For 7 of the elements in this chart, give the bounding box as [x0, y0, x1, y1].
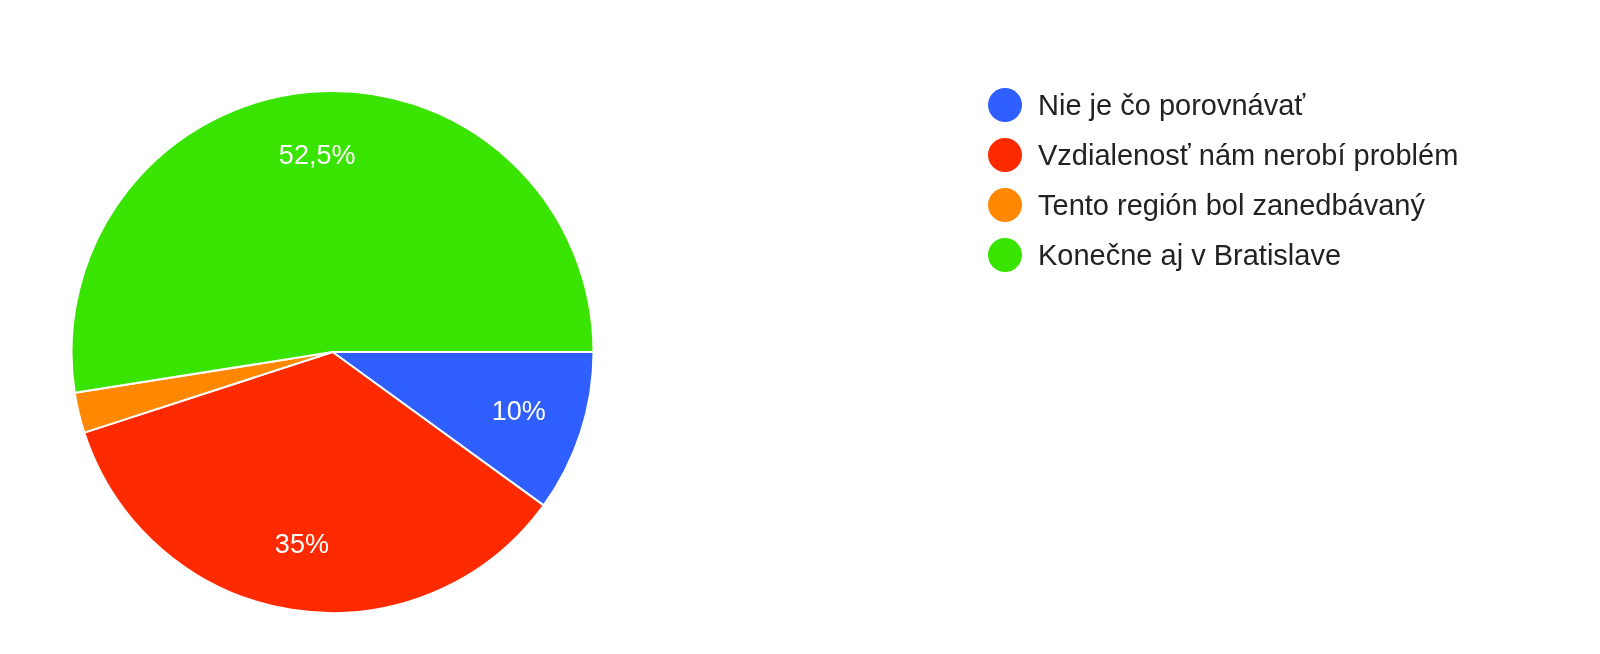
legend-label: Tento región bol zanedbávaný [1038, 188, 1425, 222]
data-label: 10% [491, 395, 546, 426]
data-label: 35% [274, 528, 329, 559]
legend-label: Vzdialenosť nám nerobí problém [1038, 138, 1459, 172]
legend-label: Konečne aj v Bratislave [1038, 238, 1342, 272]
data-label: 52,5% [278, 140, 356, 171]
legend-label: Nie je čo porovnávať [1038, 88, 1306, 122]
